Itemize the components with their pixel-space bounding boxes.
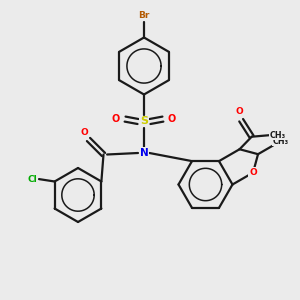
Text: O: O — [112, 114, 120, 124]
Text: O: O — [249, 168, 257, 177]
Text: S: S — [140, 116, 148, 127]
Text: O: O — [80, 128, 88, 137]
Text: Cl: Cl — [28, 175, 37, 184]
Text: CH₃: CH₃ — [272, 137, 288, 146]
Text: O: O — [168, 114, 176, 124]
Text: O: O — [236, 107, 244, 116]
Text: CH₃: CH₃ — [269, 131, 286, 140]
Text: N: N — [140, 148, 148, 158]
Text: Br: Br — [138, 11, 150, 20]
